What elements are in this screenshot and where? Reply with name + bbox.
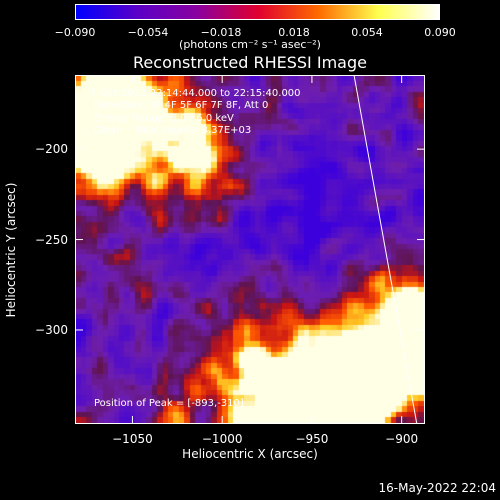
colorbar-tick-label: 0.054	[351, 26, 383, 39]
colorbar-units: (photons cm⁻² s⁻¹ asec⁻²)	[179, 38, 321, 51]
annotation-time: 7-Oct-2013 22:14:44.000 to 22:15:40.000	[90, 88, 301, 99]
datestamp: 16-May-2022 22:04	[378, 481, 496, 495]
annotation-clean: Clean Total counts: 3.37E+03	[94, 125, 252, 136]
annotation-detectors: Detectors: 3F 4F 5F 6F 7F 8F, Att 0	[94, 100, 269, 111]
colorbar-tick-label: −0.090	[54, 26, 96, 39]
y-tick-label: −200	[35, 142, 68, 157]
colorbar	[75, 4, 440, 20]
x-tick-label: −1050	[112, 432, 153, 446]
image-title: Reconstructed RHESSI Image	[133, 53, 367, 72]
x-tick-label: −900	[385, 432, 419, 446]
x-axis-label: Heliocentric X (arcsec)	[182, 447, 318, 461]
annotation-energy: Energy Range: 3.0 - 6.0 keV	[94, 113, 234, 124]
colorbar-tick-label: −0.018	[200, 26, 242, 39]
image-plot: 7-Oct-2013 22:14:44.000 to 22:15:40.000 …	[75, 75, 425, 424]
colorbar-tick-label: −0.054	[127, 26, 169, 39]
y-axis-label: Heliocentric Y (arcsec)	[4, 182, 18, 318]
annotation-peak: Position of Peak = [-893,-310]	[94, 398, 244, 409]
limb-overlay	[353, 76, 418, 423]
x-tick-label: −950	[295, 432, 329, 446]
y-tick-label: −250	[35, 232, 68, 247]
colorbar-tick-label: 0.090	[424, 26, 456, 39]
rhessi-image-map	[76, 76, 424, 423]
solar-limb-line	[353, 76, 418, 423]
y-tick-label: −300	[35, 322, 68, 337]
x-tick-label: −1000	[201, 432, 243, 446]
colorbar-tick-label: 0.018	[278, 26, 310, 39]
